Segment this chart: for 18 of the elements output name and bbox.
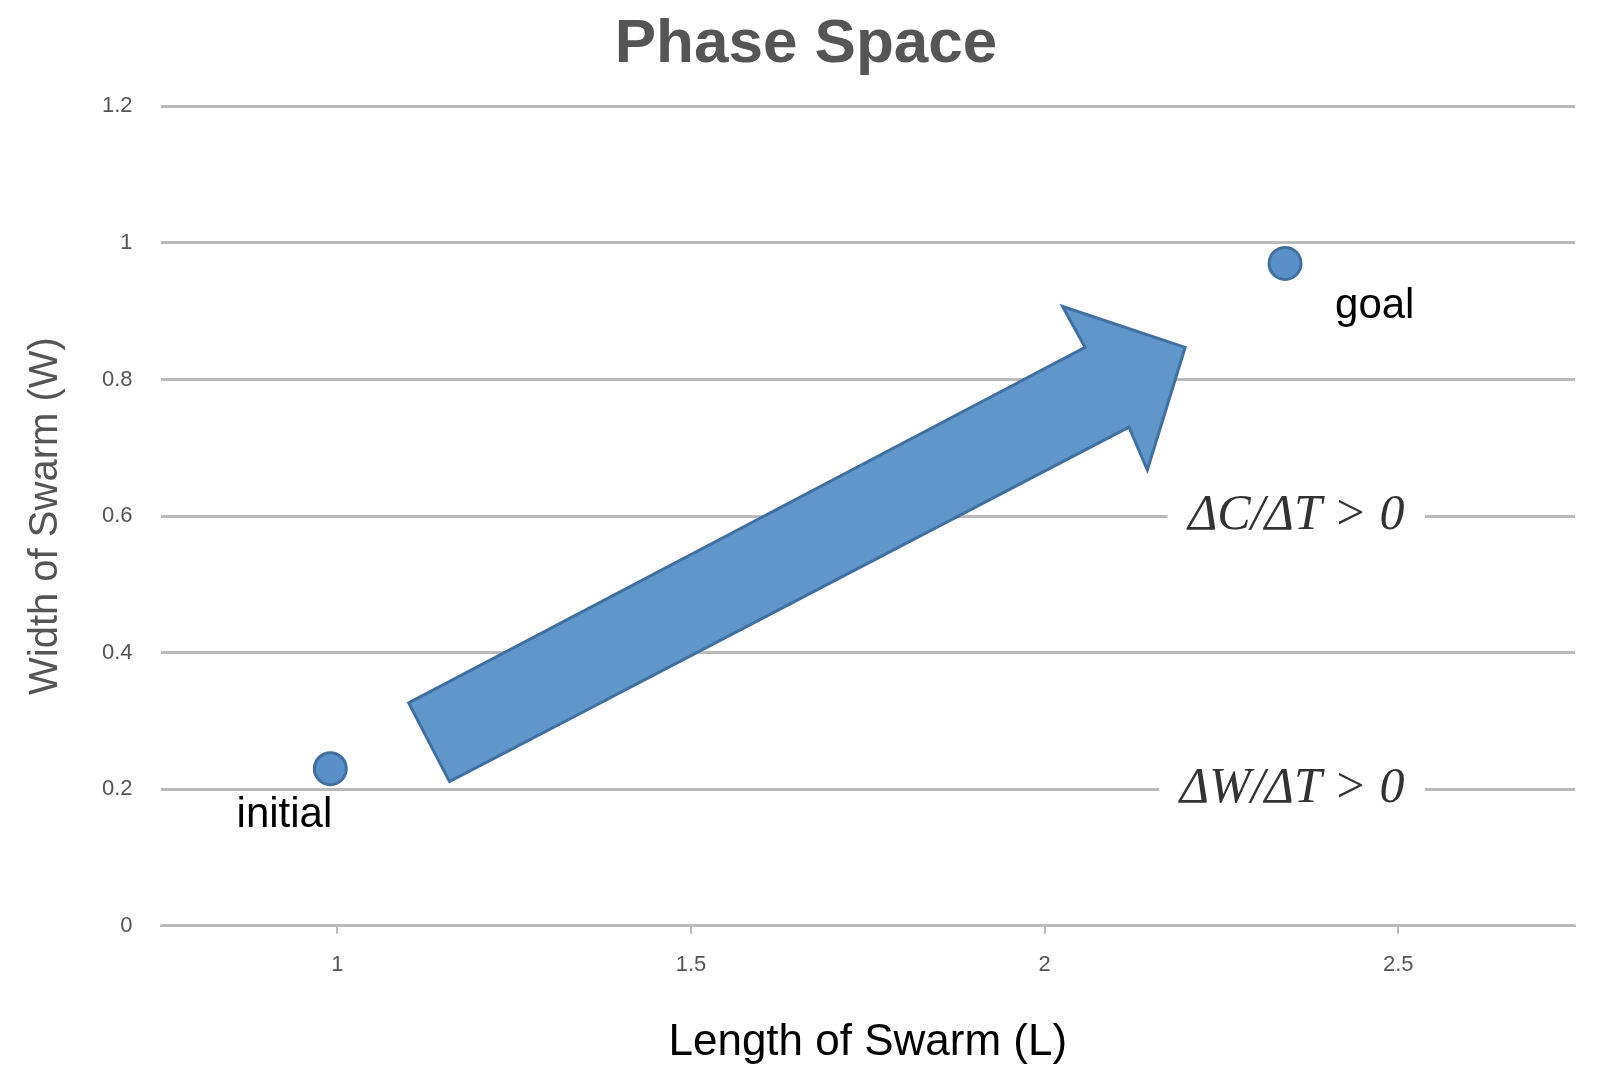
x-tick-label: 1 (331, 951, 344, 977)
y-tick-label: 1 (120, 229, 133, 255)
y-tick-label: 0.4 (101, 638, 133, 664)
x-tick-label: 1.5 (675, 951, 707, 977)
annotation: goal (1335, 280, 1415, 328)
y-tick-label: 0 (120, 911, 133, 937)
y-tick-label: 0.8 (101, 365, 133, 391)
y-tick-label: 0.2 (101, 775, 133, 801)
annotation: ΔW/ΔT > 0 (1177, 757, 1405, 814)
annotation: ΔC/ΔT > 0 (1185, 484, 1405, 541)
y-axis-title: Width of Swarm (W) (21, 337, 66, 695)
x-tick-label: 2.5 (1382, 951, 1414, 977)
chart-title: Phase Space (614, 6, 998, 76)
y-tick-label: 0.6 (101, 502, 133, 528)
x-tick-label: 2 (1038, 951, 1051, 977)
x-axis-title: Length of Swarm (L) (668, 1014, 1068, 1064)
y-tick-label: 1.2 (101, 92, 133, 118)
annotation: initial (236, 789, 333, 837)
